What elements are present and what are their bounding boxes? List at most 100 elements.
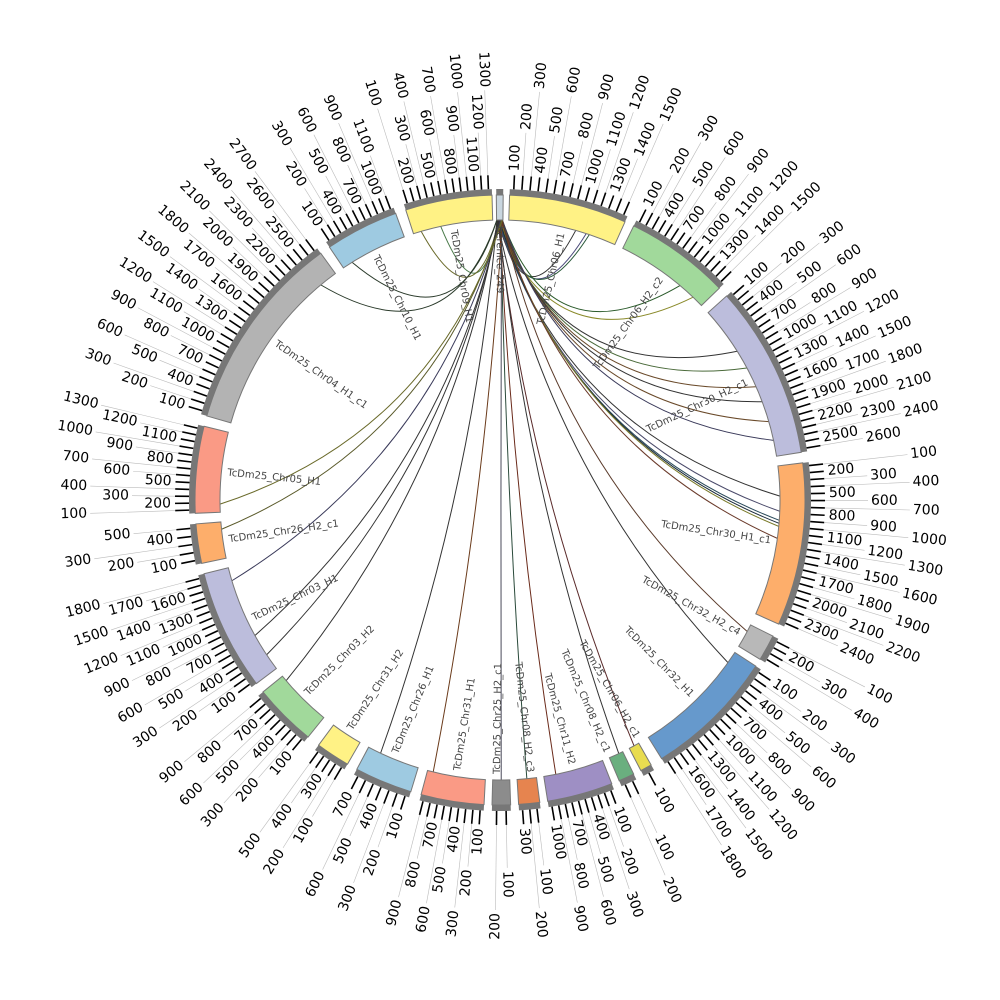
tick-label: 400: [356, 801, 381, 832]
tick-mark: [536, 808, 540, 823]
tick-leader: [638, 793, 658, 833]
ideogram-TcDm25_Chr30_H1_c1[interactable]: [755, 462, 806, 625]
tick-leader: [678, 157, 726, 229]
tick-mark: [645, 212, 654, 226]
tick-leader: [547, 136, 555, 179]
ideogram-TcDm25_Chr09_H1[interactable]: [405, 194, 494, 235]
tick-leader: [144, 662, 219, 706]
tick-label: 1100: [349, 117, 377, 156]
tick-leader: [556, 96, 572, 181]
ideogram-TcDm25_Chr05_H1[interactable]: [194, 425, 229, 514]
tick-leader: [94, 546, 179, 560]
ideogram-TcDm25_Chr06_H1[interactable]: [508, 194, 626, 246]
tick-mark: [212, 346, 226, 355]
tick-label: 100: [267, 748, 296, 779]
tick-mark: [577, 800, 583, 815]
tick-leader: [671, 187, 696, 225]
tick-leader: [272, 210, 300, 245]
tick-leader: [788, 311, 865, 351]
tick-mark: [590, 796, 597, 811]
ideogram-TcDm25_Chr31_H2[interactable]: [317, 724, 361, 765]
tick-mark: [810, 513, 825, 517]
ideogram-scale-band: [726, 291, 808, 453]
tick-label: 1500: [862, 568, 900, 591]
tick-label: 700: [739, 714, 770, 744]
tick-leader: [442, 820, 450, 864]
tick-mark: [225, 666, 239, 676]
tick-mark: [787, 616, 802, 623]
tick-leader: [748, 262, 782, 291]
ideogram-TcDm25_Chr08_H2_c3[interactable]: [516, 777, 541, 805]
tick-leader: [259, 763, 310, 833]
tick-mark: [259, 708, 271, 720]
ideogram-berenice_249[interactable]: [495, 194, 504, 221]
tick-mark: [667, 761, 677, 774]
tick-label: 100: [361, 78, 384, 108]
tick-leader: [581, 102, 603, 186]
tick-leader: [304, 188, 328, 225]
ideogram-scale-band: [491, 804, 511, 812]
tick-mark: [216, 339, 230, 349]
tick-leader: [347, 164, 366, 205]
tick-label: 700: [913, 502, 940, 519]
ideogram-TcDm25_Chr30_H2_c1[interactable]: [707, 295, 802, 457]
tick-label: 1100: [140, 424, 178, 446]
tick-label: 800: [143, 664, 174, 691]
tick-mark: [569, 183, 574, 198]
tick-mark: [761, 324, 775, 334]
ideogram-TcDm25_Chr32_H2_c4[interactable]: [738, 624, 774, 661]
tick-label: 1200: [627, 73, 654, 112]
ideogram-TcDm25_Chr26_H2_c1[interactable]: [195, 521, 227, 565]
ideogram-TcDm25_Chr08_H2_c1[interactable]: [608, 750, 635, 782]
tick-label: 400: [389, 71, 411, 101]
tick-leader: [113, 362, 194, 392]
tick-mark: [402, 189, 408, 204]
tick-label: 900: [156, 757, 187, 786]
tick-mark: [204, 630, 219, 638]
tick-leader: [92, 458, 177, 468]
tick-leader: [159, 359, 200, 377]
tick-mark: [795, 596, 810, 603]
tick-label: 500: [144, 472, 172, 489]
tick-label: 400: [268, 801, 296, 832]
tick-label: 200: [119, 369, 149, 393]
chromosome-label: berenice_249: [494, 226, 505, 293]
tick-mark: [809, 470, 824, 474]
ideogram-TcDm25_Chr04_H1_c1[interactable]: [206, 252, 337, 424]
tick-leader: [805, 360, 886, 391]
tick-mark: [242, 300, 255, 310]
tick-leader: [567, 817, 578, 860]
tick-label: 1700: [701, 803, 734, 841]
tick-leader: [291, 767, 316, 804]
tick-leader: [778, 666, 853, 711]
tick-label: 300: [390, 113, 412, 143]
ideogram-TcDm25_Chr31_H1[interactable]: [420, 769, 486, 806]
link-TcDm25_Chr30_H2_c1: [501, 219, 774, 441]
ideogram-TcDm25_Chr11_H2[interactable]: [543, 759, 613, 802]
tick-leader: [403, 101, 425, 185]
tick-label: 1300: [475, 51, 492, 87]
tick-mark: [350, 776, 359, 790]
ideogram-TcDm25_Chr25_H2_c1[interactable]: [491, 779, 512, 806]
tick-leader: [132, 495, 176, 497]
ideogram-TcDm25_Chr06_H2_c2[interactable]: [622, 225, 721, 307]
ideogram-TcDm25_Chr32_H1[interactable]: [647, 651, 757, 760]
tick-label: 100: [209, 689, 240, 718]
tick-label: 1100: [826, 530, 863, 550]
tick-label: 500: [305, 146, 332, 177]
tick-leader: [561, 819, 578, 903]
ideogram-TcDm25_Chr06_H2_c1[interactable]: [628, 742, 652, 772]
ideogram-TcDm25_Chr10_H1[interactable]: [328, 212, 405, 269]
tick-leader: [694, 759, 747, 829]
tick-label: 1800: [64, 597, 103, 621]
tick-label: 100: [157, 390, 187, 413]
tick-label: 2400: [902, 398, 940, 421]
tick-label: 900: [787, 785, 817, 815]
ideogram-TcDm25_Chr03_H2[interactable]: [262, 675, 325, 738]
tick-label: 1300: [62, 389, 100, 413]
tick-mark: [797, 589, 812, 596]
tick-label: 1800: [855, 592, 894, 617]
ideogram-TcDm25_Chr26_H1[interactable]: [356, 746, 419, 793]
tick-mark: [327, 763, 337, 777]
